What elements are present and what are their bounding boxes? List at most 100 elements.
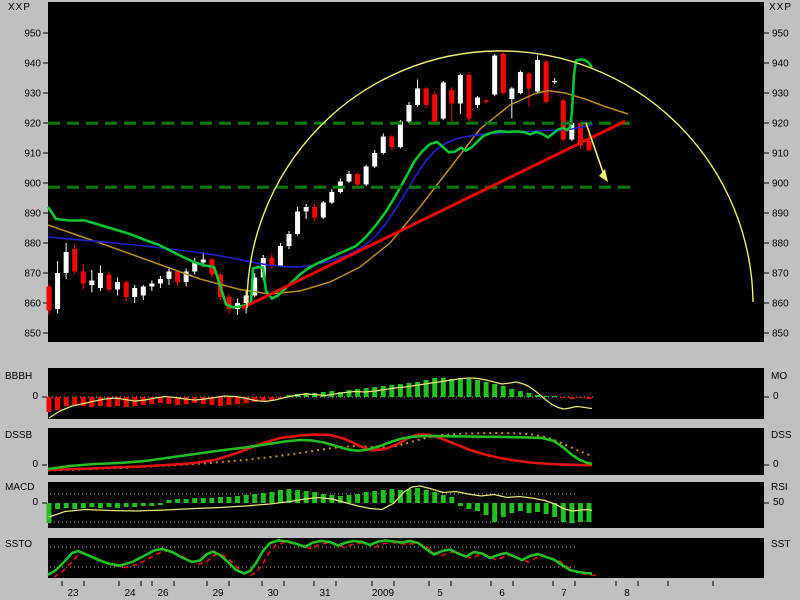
macd-bar [483,503,489,515]
macd-bar [355,494,361,503]
candle [157,279,163,284]
candle [552,81,558,83]
bbbh-bar [209,397,215,405]
panel-label-sst: SST [771,539,791,550]
bbbh-bar [440,378,446,397]
candle [329,192,335,203]
bbbh-bar [200,397,206,404]
macd-bar [175,499,181,503]
bbbh-bar [423,380,429,397]
bbbh-bar [286,395,292,397]
bbbh-bar [509,389,515,397]
macd-bar [243,495,249,503]
x-axis-label: 24 [124,588,136,599]
bbbh-bar [72,397,78,405]
y-axis-label: 880 [24,239,41,250]
x-axis-label: 5 [437,588,443,599]
macd-bar [115,503,121,508]
bbbh-bar [535,395,541,397]
bbbh-bar [252,397,258,402]
candle [380,136,386,153]
macd-bar [389,489,395,503]
candle [55,273,61,309]
x-axis-label: 26 [157,588,169,599]
macd-bar [543,503,549,514]
bbbh-bar [97,397,103,406]
macd-bar [509,503,515,513]
bbbh-bar [457,378,463,397]
bbbh-bar [355,389,361,397]
macd-bar [380,490,386,503]
bbbh-bar [517,391,523,397]
bbbh-bar [526,393,532,397]
macd-bar [535,503,541,512]
candle [355,174,361,185]
macd-bar [55,503,61,509]
bbbh-bar [183,397,189,404]
candle [243,295,249,303]
candle [320,202,326,218]
y-axis-label: 900 [772,179,789,190]
dssb-orange-dotted [47,431,594,472]
candle [509,88,515,99]
candle [363,166,369,185]
candle [389,136,395,147]
candle [312,207,318,218]
macd-bar [226,497,232,503]
bbbh-bar [63,397,69,406]
candle [432,94,438,122]
bbbh-bar [80,397,86,406]
candle [560,100,566,140]
macd-bar [492,503,498,522]
bbbh-bar [346,390,352,397]
candle [46,286,52,311]
bbbh-bar [483,382,489,397]
x-axis-label: 7 [561,588,567,599]
bbbh-bar [149,397,155,404]
bbbh-bar [449,379,455,397]
candle [166,271,172,279]
y-axis-label: 850 [24,329,41,340]
bbbh-bar [123,397,129,407]
candle [72,249,78,272]
y-axis-label: 940 [772,59,789,70]
y-axis-label: 910 [772,149,789,160]
candle [492,55,498,95]
candle [586,141,592,151]
x-axis-label: 31 [319,588,331,599]
dssb-green-line [47,434,593,471]
macd-bar [440,495,446,503]
bbbh-bar [320,392,326,397]
bbbh-bar [157,397,163,403]
y-axis-label: 860 [24,299,41,310]
y-axis-label: 890 [772,209,789,220]
panel-zero-dssb: 0 [32,459,38,470]
bbbh-bar [337,392,343,397]
macd-bar [260,493,266,503]
candle [80,271,86,284]
macd-bar [269,492,275,503]
candle [295,211,301,234]
y-axis-label: 920 [772,119,789,130]
macd-bar [235,496,241,503]
bbbh-bar [372,387,378,397]
x-axis-label: 23 [67,588,79,599]
candle [569,123,575,140]
candle [123,282,129,297]
candle [535,60,541,92]
x-axis-label: 2009 [372,588,395,599]
dssb-panel [48,428,764,475]
panel-label-dssb: DSSB [5,430,33,441]
macd-bar [286,489,292,503]
candle [200,259,206,263]
macd-bar [200,498,206,503]
y-axis-label: 930 [772,89,789,100]
candle [440,82,446,119]
candle [192,262,198,272]
bbbh-bar [235,397,241,404]
macd-bar [346,495,352,503]
bbbh-bar [543,396,549,397]
ma-orange-line [47,89,629,295]
panel-zero-dss: 0 [773,459,779,470]
